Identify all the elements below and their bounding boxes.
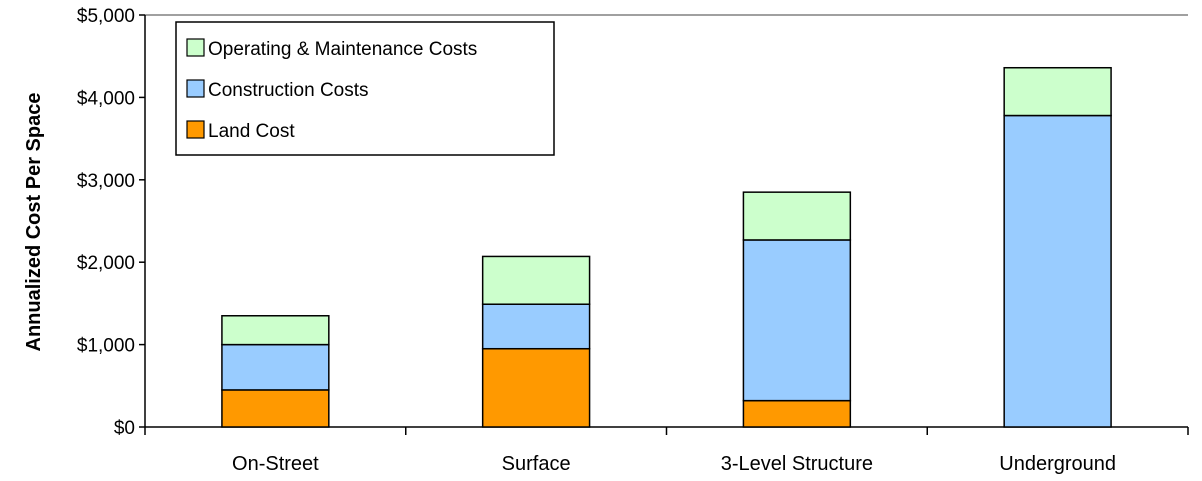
y-tick-label: $3,000 <box>77 171 135 192</box>
x-tick-label: Surface <box>502 453 571 475</box>
bar-segment <box>1003 66 1112 117</box>
bar-segment <box>742 239 852 402</box>
x-tick-label: Underground <box>999 453 1116 475</box>
bar-segment <box>221 343 330 391</box>
y-tick-label: $4,000 <box>77 88 135 109</box>
x-axis: On-Street Surface 3-Level Structure Undergr… <box>144 427 1189 475</box>
legend-swatch <box>186 120 205 139</box>
bar-segment <box>221 315 330 346</box>
legend-swatch <box>186 79 205 98</box>
bar-segment <box>742 399 852 428</box>
legend-label: Construction Costs <box>208 80 369 101</box>
bar-segment <box>1003 114 1112 428</box>
bar-segment <box>481 347 591 428</box>
y-tick-label: $1,000 <box>77 336 135 357</box>
legend-label: Operating & Maintenance Costs <box>208 39 477 60</box>
y-tick-label: $5,000 <box>77 6 135 27</box>
bar-segment <box>481 303 591 350</box>
bar-segment <box>221 389 330 428</box>
y-tick-label: $2,000 <box>77 253 135 274</box>
x-tick-label: On-Street <box>232 453 319 475</box>
legend-swatch <box>186 38 205 57</box>
legend-items: Operating & Maintenance Costs Constructio… <box>186 38 477 142</box>
legend-box <box>175 21 555 156</box>
bar-segment <box>481 255 591 305</box>
y-axis: $0 $1,000 $2,000 $3,000 $4,000 $5,000 <box>77 6 145 439</box>
x-tick-label: 3-Level Structure <box>721 453 873 475</box>
legend-label: Land Cost <box>208 121 295 142</box>
y-tick-label: $0 <box>114 418 135 439</box>
bar-segment <box>742 191 852 241</box>
y-axis-title: Annualized Cost Per Space <box>23 93 45 352</box>
bars <box>221 66 1112 428</box>
legend: Operating & Maintenance Costs Constructio… <box>175 21 555 156</box>
